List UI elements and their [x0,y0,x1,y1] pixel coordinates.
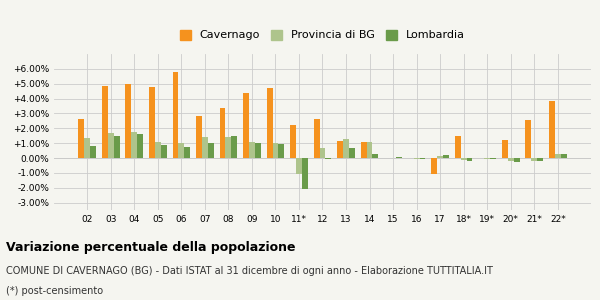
Bar [508,158,514,161]
Bar [484,158,490,159]
Bar [455,136,461,158]
Bar [149,87,155,158]
Text: COMUNE DI CAVERNAGO (BG) - Dati ISTAT al 31 dicembre di ogni anno - Elaborazione: COMUNE DI CAVERNAGO (BG) - Dati ISTAT al… [6,266,493,275]
Bar [337,141,343,158]
Bar [349,148,355,158]
Bar [202,137,208,158]
Bar [84,138,90,158]
Bar [532,158,537,161]
Bar [108,134,113,158]
Bar [443,155,449,158]
Bar [396,157,402,158]
Bar [102,86,108,158]
Bar [367,142,373,158]
Bar [161,146,167,158]
Bar [220,108,226,158]
Bar [413,158,419,159]
Bar [555,154,561,158]
Bar [232,136,237,158]
Bar [79,119,84,158]
Bar [137,134,143,158]
Text: (*) post-censimento: (*) post-censimento [6,286,103,296]
Bar [155,142,161,158]
Bar [90,146,96,158]
Bar [173,72,178,158]
Bar [178,143,184,158]
Bar [343,139,349,158]
Bar [461,158,467,160]
Bar [131,132,137,158]
Bar [537,158,543,161]
Bar [361,142,367,158]
Bar [226,137,232,158]
Bar [419,158,425,159]
Bar [373,154,379,158]
Bar [266,88,272,158]
Bar [290,124,296,158]
Bar [255,143,261,158]
Bar [490,158,496,160]
Legend: Cavernago, Provincia di BG, Lombardia: Cavernago, Provincia di BG, Lombardia [175,25,470,45]
Bar [325,158,331,160]
Bar [437,156,443,158]
Bar [243,93,249,158]
Bar [514,158,520,163]
Bar [249,142,255,158]
Bar [561,154,566,158]
Text: Variazione percentuale della popolazione: Variazione percentuale della popolazione [6,242,296,254]
Bar [296,158,302,174]
Bar [314,119,320,158]
Bar [526,120,532,158]
Bar [431,158,437,174]
Bar [272,143,278,158]
Bar [467,158,472,161]
Bar [113,136,119,158]
Bar [502,140,508,158]
Bar [278,144,284,158]
Bar [208,143,214,158]
Bar [184,147,190,158]
Bar [320,148,325,158]
Bar [125,84,131,158]
Bar [196,116,202,158]
Bar [302,158,308,189]
Bar [549,101,555,158]
